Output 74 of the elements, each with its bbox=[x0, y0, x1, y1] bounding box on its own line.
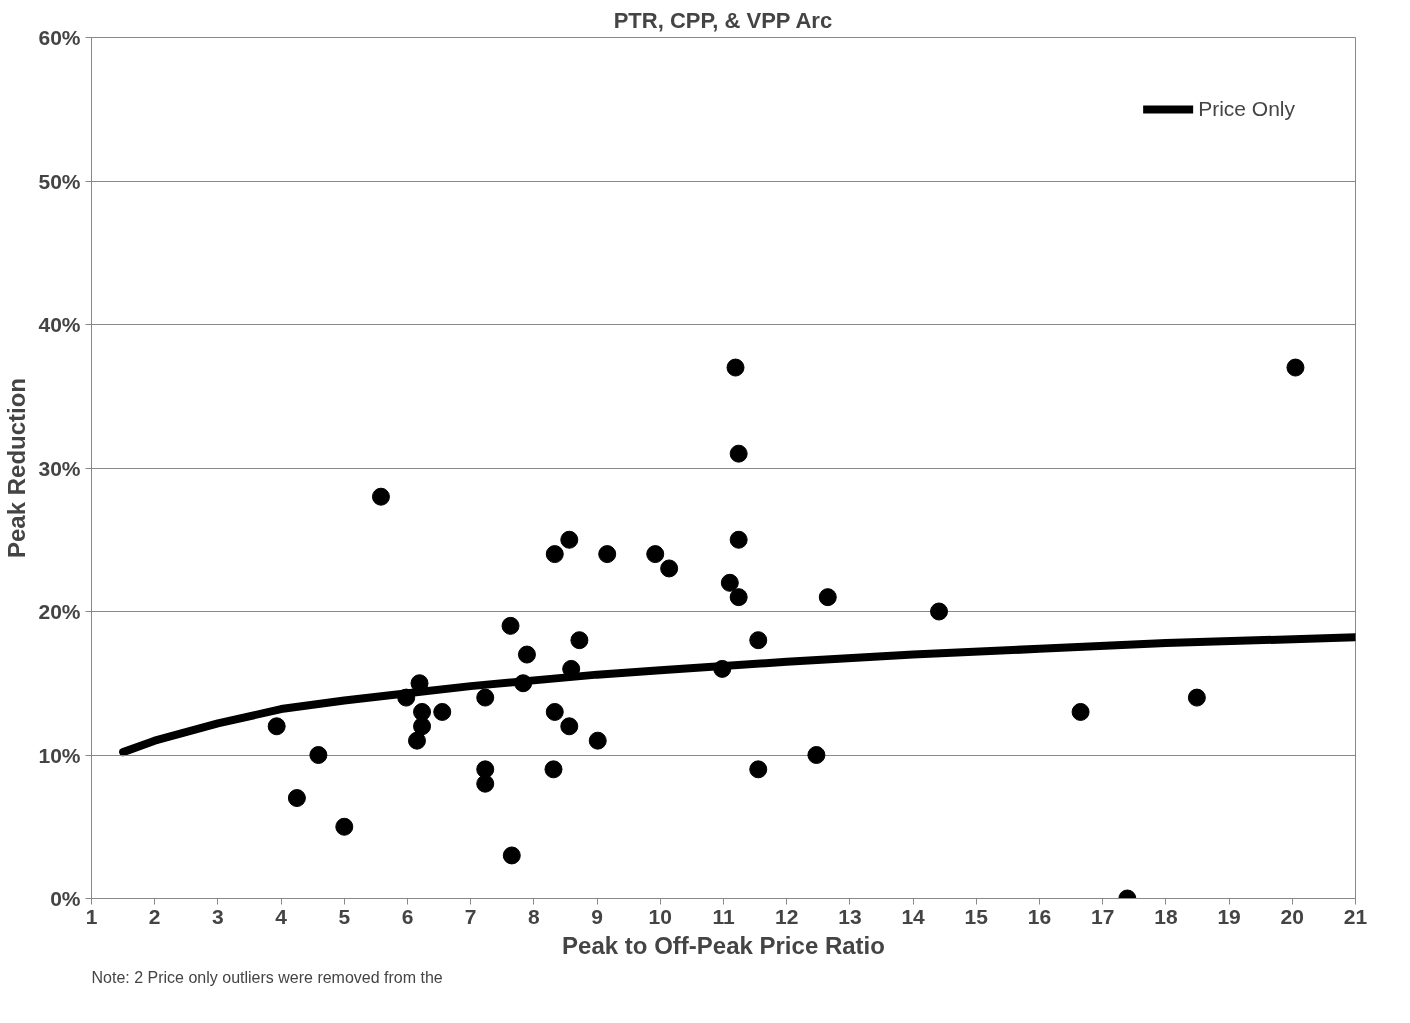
x-tick-label: 1 bbox=[85, 904, 98, 928]
x-tick-label: 18 bbox=[1154, 904, 1178, 928]
point bbox=[502, 846, 521, 865]
point bbox=[433, 702, 452, 721]
x-axis-title: Peak to Off-Peak Price Ratio bbox=[562, 931, 885, 959]
point bbox=[720, 573, 739, 592]
point bbox=[660, 559, 679, 578]
point bbox=[267, 717, 286, 736]
point bbox=[1071, 702, 1090, 721]
point bbox=[309, 746, 328, 764]
x-tick-label: 5 bbox=[338, 904, 351, 928]
point bbox=[287, 789, 306, 808]
x-tick-label: 8 bbox=[528, 904, 541, 928]
point bbox=[335, 817, 354, 836]
y-tick-label: 0% bbox=[50, 887, 81, 910]
point bbox=[560, 717, 579, 736]
y-axis-title: Peak Reduction bbox=[3, 377, 31, 559]
y-tick-label: 30% bbox=[38, 456, 81, 480]
point bbox=[726, 358, 745, 377]
x-tick-label: 2 bbox=[148, 904, 161, 928]
x-tick-label: 7 bbox=[464, 904, 477, 928]
x-tick-label: 15 bbox=[964, 904, 989, 928]
point bbox=[514, 674, 533, 693]
point bbox=[560, 530, 579, 549]
point bbox=[570, 631, 589, 650]
point bbox=[729, 588, 748, 607]
point bbox=[476, 760, 495, 779]
point bbox=[397, 688, 416, 707]
y-tick-label: 60% bbox=[38, 26, 81, 49]
x-tick-label: 12 bbox=[775, 904, 799, 928]
point bbox=[1187, 688, 1206, 707]
point bbox=[749, 760, 768, 779]
x-tick-label: 4 bbox=[275, 904, 288, 928]
point bbox=[545, 545, 564, 564]
point bbox=[713, 659, 732, 678]
point bbox=[517, 645, 536, 664]
x-tick-label: 10 bbox=[648, 904, 672, 928]
point bbox=[729, 530, 748, 549]
point bbox=[545, 702, 564, 721]
point bbox=[646, 545, 665, 564]
point bbox=[413, 702, 432, 721]
y-tick-label: 50% bbox=[38, 169, 81, 193]
point bbox=[930, 602, 949, 621]
x-tick-label: 6 bbox=[401, 904, 414, 928]
x-tick-label: 20 bbox=[1280, 904, 1304, 928]
point bbox=[729, 444, 748, 463]
x-tick-label: 14 bbox=[901, 904, 926, 928]
x-tick-label: 3 bbox=[212, 904, 224, 928]
point bbox=[371, 487, 390, 506]
point bbox=[598, 545, 617, 564]
y-tick-label: 40% bbox=[38, 313, 81, 336]
chart-title: PTR, CPP, & VPP Arc bbox=[613, 7, 833, 33]
point bbox=[818, 588, 837, 607]
x-tick-label: 11 bbox=[712, 904, 735, 928]
x-tick-label: 13 bbox=[838, 904, 862, 928]
x-tick-label: 17 bbox=[1091, 904, 1115, 928]
point bbox=[807, 746, 826, 764]
point bbox=[749, 631, 768, 650]
point bbox=[413, 717, 432, 736]
y-tick-label: 20% bbox=[38, 600, 81, 623]
y-tick-label: 10% bbox=[38, 743, 81, 767]
point bbox=[501, 616, 520, 635]
point bbox=[1286, 358, 1305, 377]
text: Note: 2 Price only outliers were removed from the bbox=[91, 968, 443, 986]
x-tick-label: 19 bbox=[1217, 904, 1241, 928]
legend-label: Price Only bbox=[1198, 97, 1295, 121]
point bbox=[588, 731, 607, 750]
point bbox=[544, 760, 563, 779]
x-tick-label: 9 bbox=[591, 904, 603, 928]
x-tick-label: 21 bbox=[1343, 904, 1368, 928]
point bbox=[476, 688, 495, 707]
x-tick-label: 16 bbox=[1027, 904, 1052, 928]
point bbox=[476, 774, 495, 793]
point bbox=[407, 731, 426, 750]
